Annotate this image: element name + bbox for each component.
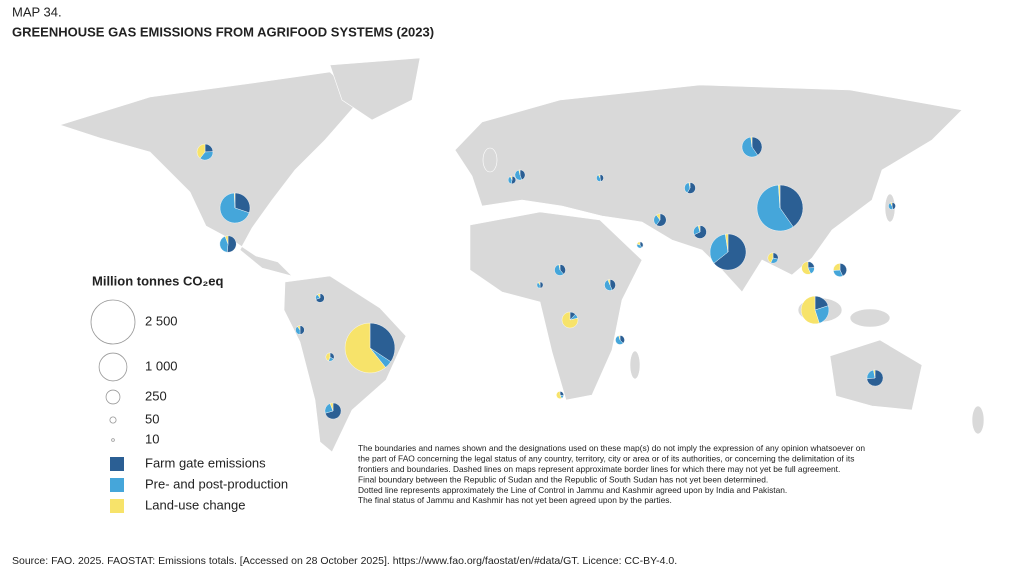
pie-slice <box>233 192 236 209</box>
disclaimer-line: frontiers and boundaries. Dashed lines o… <box>358 464 840 474</box>
legend-swatch <box>110 478 124 492</box>
pie-slice <box>779 184 804 228</box>
pie-slice <box>866 369 884 387</box>
legend: Million tonnes CO₂eq 2 500 1 000 250 50 10 Fa… <box>90 273 288 513</box>
pie-slice <box>618 335 621 341</box>
pie-slice <box>558 264 561 271</box>
pie-slice <box>750 136 753 148</box>
pie-slice <box>227 235 237 253</box>
legend-label: Pre- and post-production <box>145 476 288 491</box>
size-label: 2 500 <box>145 313 178 328</box>
pie-slice <box>636 241 641 246</box>
pie-slice <box>756 184 794 232</box>
pie-slice <box>561 311 579 329</box>
disclaimer-line: Dotted line represents approximately the… <box>358 485 787 495</box>
size-label: 250 <box>145 388 167 403</box>
pie-slice <box>518 169 521 176</box>
pies <box>196 136 896 420</box>
pie-slice <box>741 136 758 158</box>
size-label: 50 <box>145 411 159 426</box>
legend-swatch <box>110 499 124 513</box>
pie-slice <box>687 182 696 194</box>
pie-slice <box>767 252 774 263</box>
land <box>59 57 985 453</box>
pie-slice <box>604 279 613 291</box>
size-circle <box>109 416 117 424</box>
pie-slice <box>713 233 747 271</box>
pie-slice <box>219 236 229 253</box>
pie-slice <box>317 293 321 299</box>
pie-slice <box>219 192 250 224</box>
pie-slice <box>725 233 729 253</box>
pie-slice <box>890 202 893 207</box>
pie-slice <box>234 192 251 214</box>
legend-label: Land-use change <box>145 497 245 512</box>
pie-slice <box>656 213 661 221</box>
disclaimer-line: Final boundary between the Republic of S… <box>358 474 768 484</box>
disclaimer-line: the part of FAO concerning the legal sta… <box>358 454 854 464</box>
legend-title: Million tonnes CO₂eq <box>92 273 224 288</box>
disclaimer-line: The boundaries and names shown and the d… <box>358 443 865 453</box>
pie-slice <box>224 235 229 245</box>
pie-slice <box>598 174 601 179</box>
pie-slice <box>833 263 841 271</box>
size-circle <box>111 438 115 442</box>
pie-slice <box>297 325 301 331</box>
pie-slice <box>709 233 729 264</box>
pie-slice <box>801 261 812 275</box>
pie-slice <box>329 402 334 412</box>
pie-slice <box>537 281 541 286</box>
disclaimer-line: The final status of Jammu and Kashmir ha… <box>358 495 672 505</box>
pie-slice <box>839 263 847 277</box>
pie-slice <box>556 391 562 399</box>
legend-swatch <box>110 457 124 471</box>
pie-slice <box>196 143 206 159</box>
pie-slice <box>778 184 781 209</box>
pie-slice <box>615 335 624 345</box>
pie-slice <box>697 225 701 233</box>
pie-slice <box>800 295 820 325</box>
pie-slice <box>514 169 523 181</box>
pie-slice <box>510 175 513 181</box>
size-circle <box>90 299 136 345</box>
source: Source: FAO. 2025. FAOSTAT: Emissions to… <box>12 555 677 567</box>
size-label: 1 000 <box>145 358 178 373</box>
pie-slice <box>344 322 386 374</box>
pie-slice <box>807 261 815 269</box>
disclaimer: The boundaries and names shown and the d… <box>358 443 865 505</box>
size-circle <box>98 352 128 382</box>
map-number: MAP 34. <box>12 4 62 19</box>
pie-slice <box>607 279 611 286</box>
pie-slice <box>751 136 763 156</box>
pie-slice <box>873 369 876 379</box>
pie-slice <box>325 352 331 362</box>
pie-slice <box>554 264 564 276</box>
pie-slice <box>656 213 667 227</box>
size-circle <box>105 389 121 405</box>
size-label: 10 <box>145 431 159 446</box>
pie-slice <box>688 182 691 189</box>
legend-label: Farm gate emissions <box>145 455 266 470</box>
map-title: GREENHOUSE GAS EMISSIONS FROM AGRIFOOD S… <box>12 24 434 39</box>
